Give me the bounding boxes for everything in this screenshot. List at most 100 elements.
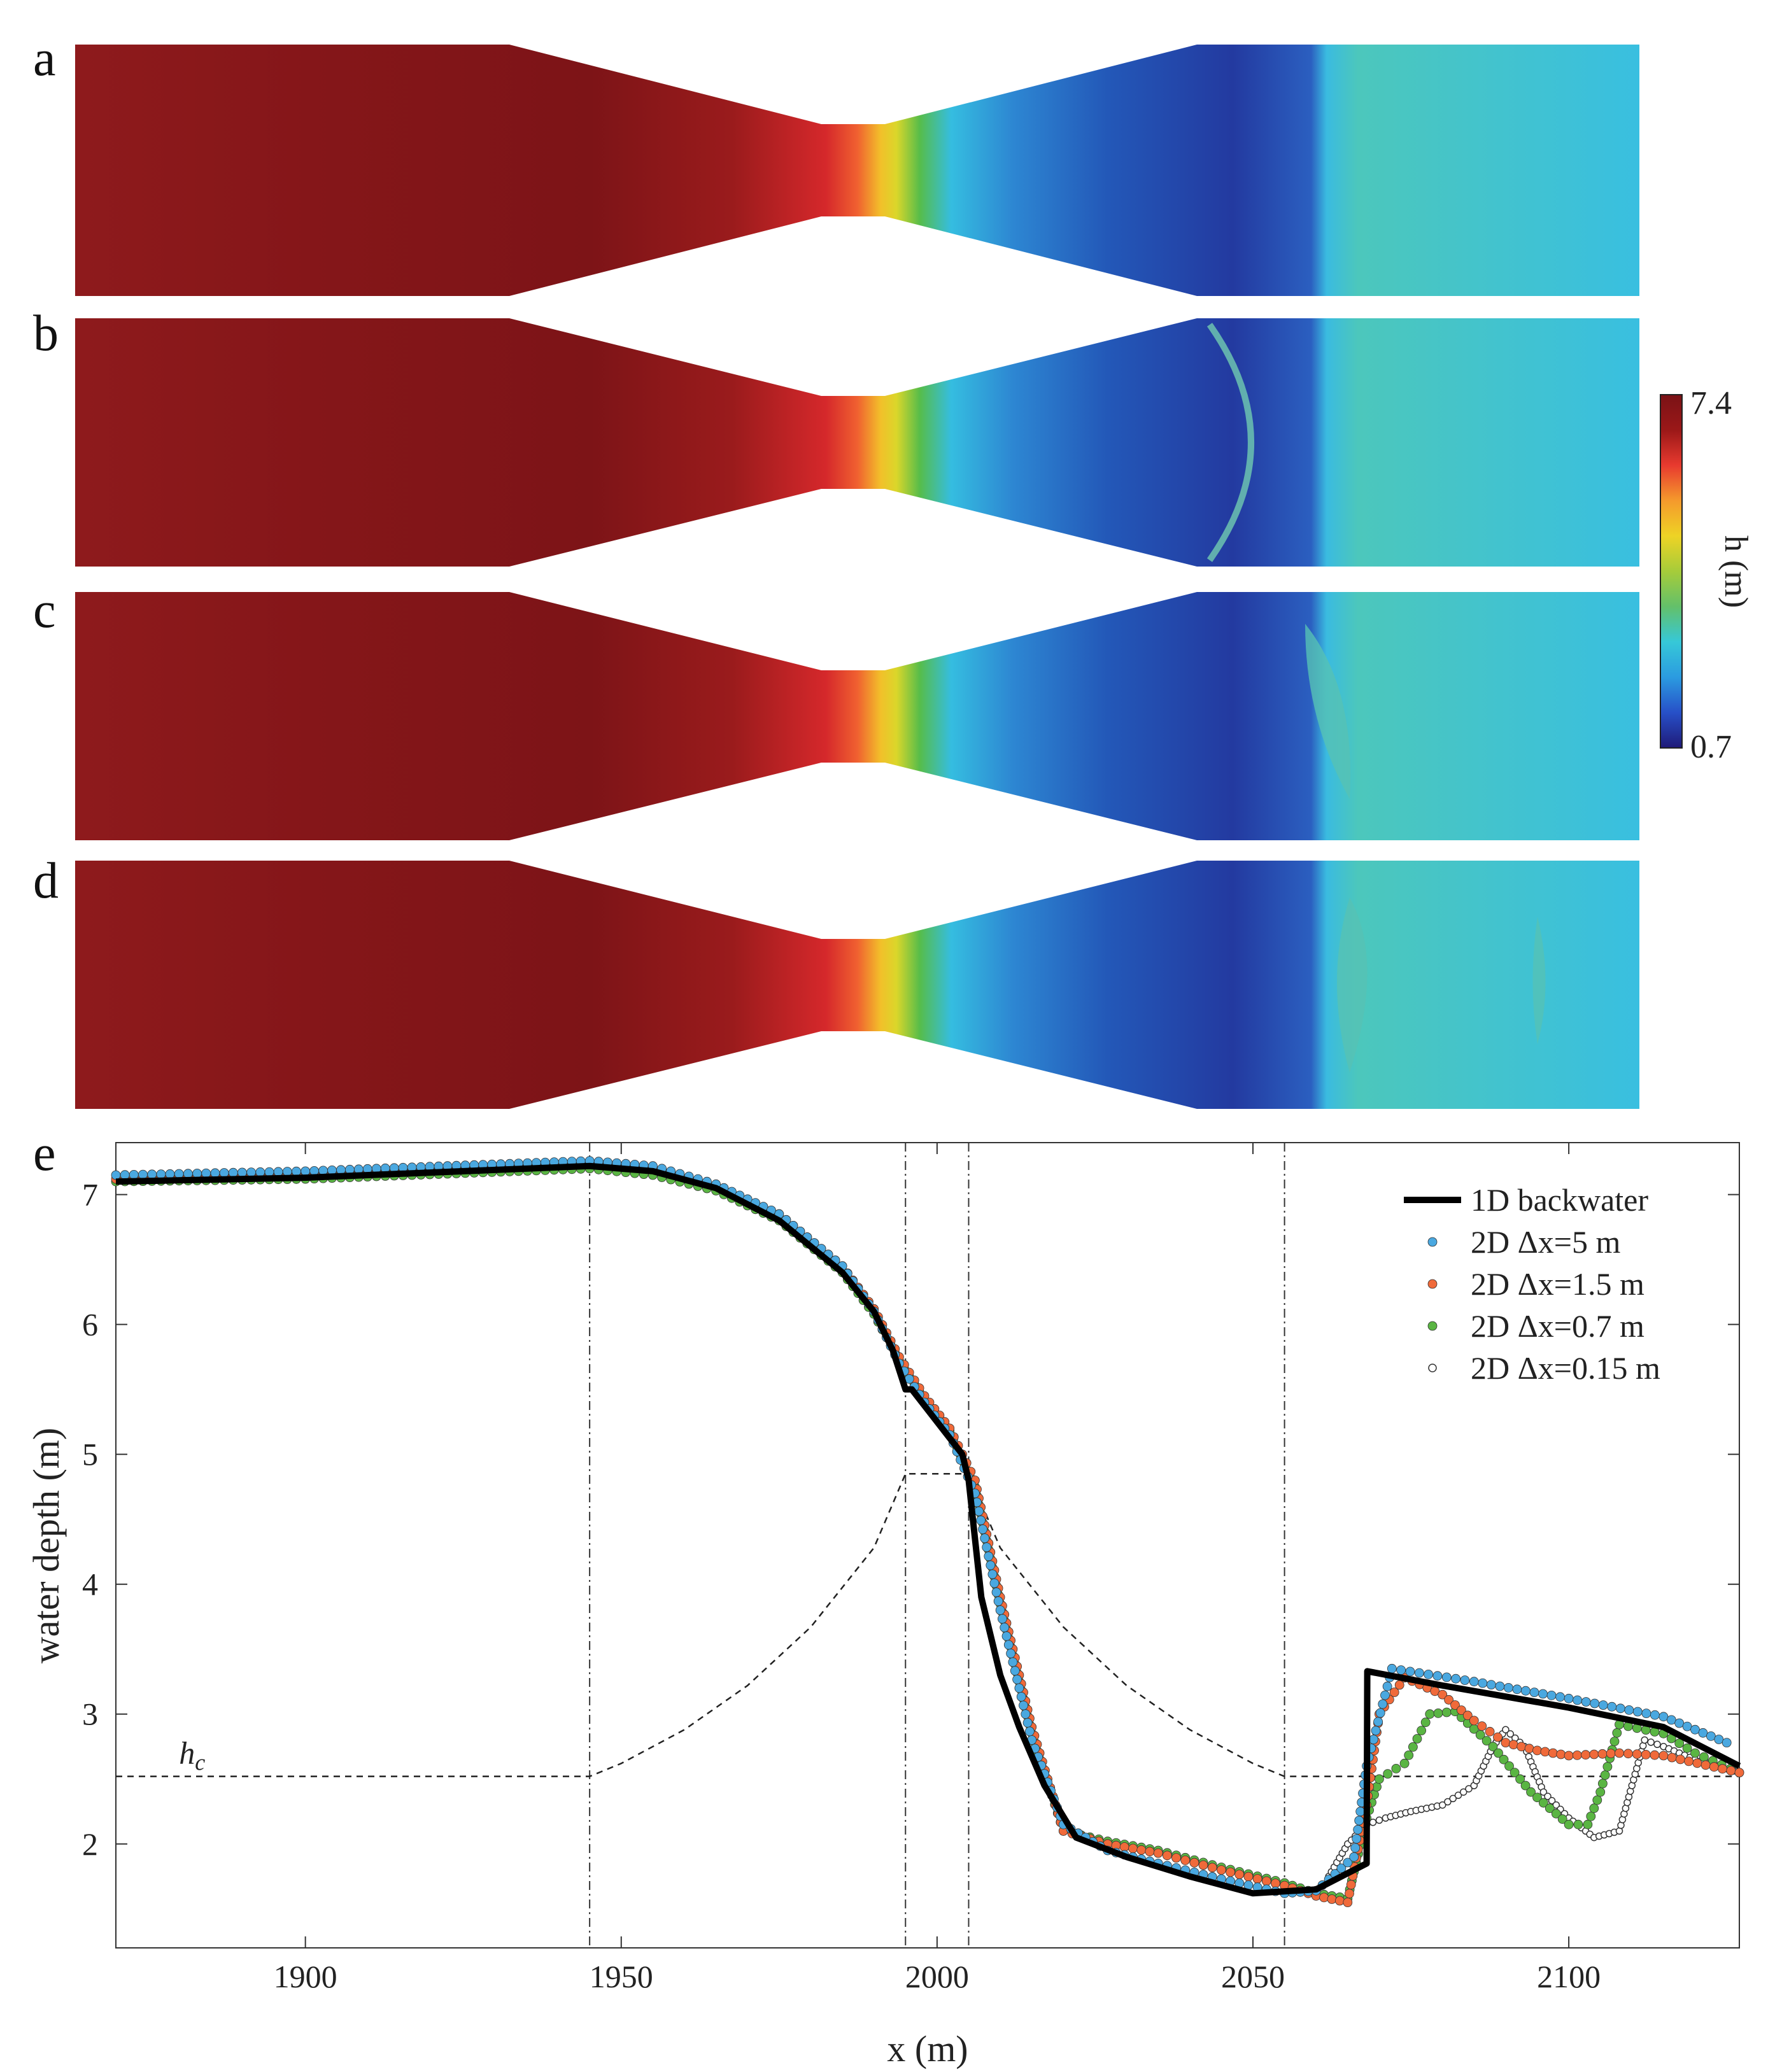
panel-label: c xyxy=(33,582,56,638)
data-point xyxy=(1128,1843,1138,1854)
data-point xyxy=(292,1166,301,1176)
data-point xyxy=(984,1551,994,1561)
data-point xyxy=(301,1166,311,1176)
data-point xyxy=(1734,1768,1744,1778)
data-point xyxy=(1469,1677,1479,1687)
data-point xyxy=(1424,1669,1434,1679)
data-point xyxy=(1658,1712,1669,1722)
data-point xyxy=(1526,1787,1536,1797)
data-point xyxy=(1481,1736,1492,1746)
plot-frame xyxy=(115,1142,1740,1949)
data-point xyxy=(1572,1750,1582,1760)
data-point xyxy=(129,1170,139,1180)
data-point xyxy=(1345,1889,1354,1899)
plot-e: 1900 1950 2000 2050 2100 2 3 4 5 6 7 x (m) water … xyxy=(25,1142,1744,2069)
data-point xyxy=(1650,1750,1660,1760)
data-point xyxy=(1350,1843,1361,1853)
data-point xyxy=(1399,1758,1410,1768)
data-point xyxy=(1456,1705,1466,1716)
data-point xyxy=(1666,1715,1676,1725)
data-point xyxy=(309,1166,320,1176)
data-point xyxy=(1000,1623,1010,1633)
data-point xyxy=(273,1167,283,1177)
data-point xyxy=(1718,1764,1727,1774)
data-point xyxy=(1375,1708,1385,1718)
data-point xyxy=(1581,1697,1591,1707)
data-point xyxy=(1690,1748,1700,1758)
data-point xyxy=(1001,1631,1012,1641)
data-point xyxy=(1486,1680,1496,1690)
colorbar-min-label: 0.7 xyxy=(1690,729,1732,765)
data-point xyxy=(1234,1870,1245,1880)
data-point xyxy=(1433,1708,1443,1718)
data-point xyxy=(1432,1671,1443,1681)
data-point xyxy=(1641,1749,1651,1759)
x-tick-label: 1900 xyxy=(274,1959,337,1994)
data-point xyxy=(1609,1737,1620,1747)
panel-label: d xyxy=(33,853,59,909)
data-point xyxy=(1336,1863,1347,1873)
data-point xyxy=(1650,1710,1660,1720)
data-point xyxy=(255,1167,265,1177)
data-point xyxy=(1271,1878,1280,1889)
panel-d: d xyxy=(33,853,1639,1109)
data-point xyxy=(1538,1689,1548,1699)
series-0 xyxy=(115,1162,1741,1897)
data-point xyxy=(1698,1728,1708,1738)
data-point xyxy=(1564,1693,1574,1703)
data-point xyxy=(201,1168,211,1178)
data-point xyxy=(1597,1749,1608,1759)
data-point xyxy=(1674,1738,1685,1749)
data-point xyxy=(1438,1801,1446,1809)
data-point xyxy=(156,1169,166,1179)
hc-annotation-main: h xyxy=(179,1735,195,1770)
panel-label: a xyxy=(33,31,56,87)
legend-label: 2D Δx=0.7 m xyxy=(1471,1308,1644,1344)
data-point xyxy=(1444,1798,1452,1806)
data-point xyxy=(1353,1824,1363,1835)
data-point xyxy=(1674,1718,1685,1728)
data-point xyxy=(1520,1686,1531,1696)
data-point xyxy=(1658,1751,1669,1761)
data-point xyxy=(1726,1766,1736,1776)
data-point xyxy=(1545,1803,1555,1814)
data-point xyxy=(210,1168,220,1178)
data-point xyxy=(982,1542,992,1553)
data-point xyxy=(1006,1649,1015,1658)
data-point xyxy=(1551,1808,1561,1819)
flow-panels: a b c d xyxy=(33,31,1639,1109)
data-point xyxy=(1573,1819,1583,1829)
data-point xyxy=(1532,1793,1542,1803)
y-tick-label: 6 xyxy=(82,1307,98,1343)
data-point xyxy=(1607,1702,1617,1712)
data-point xyxy=(1493,1732,1503,1742)
y-tick-label: 3 xyxy=(82,1696,98,1732)
data-point xyxy=(1548,1748,1558,1758)
data-point xyxy=(1136,1845,1147,1855)
data-point xyxy=(1368,1735,1378,1745)
data-point xyxy=(1441,1672,1452,1682)
data-point xyxy=(1623,1749,1633,1759)
data-point xyxy=(1485,1726,1495,1737)
data-point xyxy=(1532,1745,1542,1756)
data-point xyxy=(1478,1678,1488,1688)
data-point xyxy=(1692,1758,1702,1768)
data-point xyxy=(1512,1684,1522,1695)
data-point xyxy=(1515,1774,1525,1784)
data-point xyxy=(1506,1730,1515,1738)
data-point xyxy=(1162,1850,1172,1861)
data-point xyxy=(1153,1848,1163,1858)
data-point xyxy=(1389,1688,1399,1697)
data-point xyxy=(1021,1709,1031,1719)
panel-d-field xyxy=(75,861,1639,1109)
series-line-1d-backwater xyxy=(115,1162,1741,1897)
data-point xyxy=(1408,1742,1418,1752)
data-point xyxy=(1632,1749,1642,1759)
x-tick-label: 2050 xyxy=(1221,1959,1285,1994)
data-point xyxy=(183,1169,193,1179)
data-point xyxy=(1207,1863,1217,1873)
data-point xyxy=(1346,1880,1356,1890)
data-point xyxy=(1003,1640,1014,1650)
data-point xyxy=(111,1170,121,1180)
data-point xyxy=(1226,1867,1235,1877)
